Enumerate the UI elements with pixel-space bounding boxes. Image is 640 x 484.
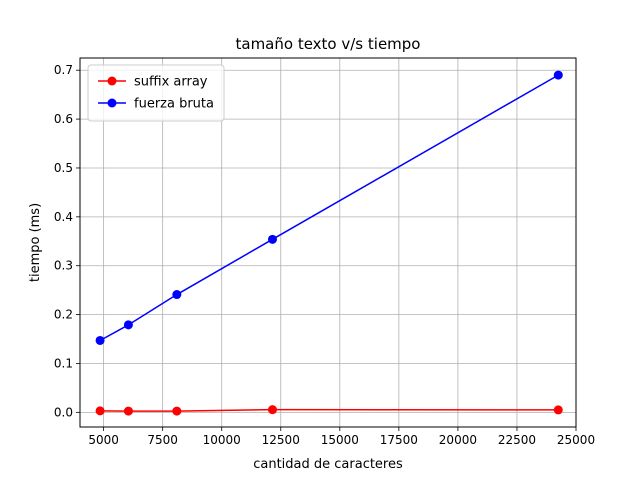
y-tick-label: 0.3 [54, 259, 73, 273]
y-tick-label: 0.1 [54, 356, 73, 370]
data-point [553, 405, 563, 415]
data-point [95, 406, 105, 416]
x-tick-label: 15000 [321, 433, 359, 447]
x-tick-label: 10000 [203, 433, 241, 447]
x-tick-label: 5000 [88, 433, 119, 447]
legend-item: fuerza bruta [98, 97, 214, 112]
legend-label: fuerza bruta [134, 97, 214, 112]
x-tick-label: 7500 [147, 433, 178, 447]
legend-item: suffix array [98, 75, 208, 90]
x-tick-label: 17500 [380, 433, 418, 447]
series-1 [95, 70, 563, 345]
y-tick-label: 0.5 [54, 161, 73, 175]
legend-marker [107, 76, 117, 86]
series-0 [95, 405, 563, 416]
data-point [553, 70, 563, 80]
x-tick-label: 22500 [498, 433, 536, 447]
x-axis-label: cantidad de caracteres [253, 457, 403, 472]
y-tick-label: 0.6 [54, 112, 73, 126]
data-point [267, 405, 277, 415]
series-group [95, 70, 563, 416]
data-point [123, 406, 133, 416]
y-axis-label: tiempo (ms) [28, 203, 43, 282]
legend-label: suffix array [134, 75, 208, 90]
data-point [95, 335, 105, 345]
y-tick-label: 0.2 [54, 308, 73, 322]
data-point [267, 234, 277, 244]
chart-title: tamaño texto v/s tiempo [236, 35, 421, 53]
y-tick-label: 0.0 [54, 405, 73, 419]
chart-legend: suffix array fuerza bruta [87, 64, 225, 122]
x-tick-label: 25000 [557, 433, 595, 447]
x-tick-label: 20000 [439, 433, 477, 447]
data-point [172, 290, 182, 300]
data-point [123, 320, 133, 330]
plot-area-frame [79, 57, 577, 428]
x-tick-label: 12500 [262, 433, 300, 447]
data-point [172, 406, 182, 416]
y-tick-label: 0.7 [54, 63, 73, 77]
legend-marker [107, 98, 117, 108]
axis-ticks: 5000 7500 10000 12500 15000 17500 20000 22500 25… [54, 63, 595, 447]
legend-box [87, 64, 225, 122]
y-tick-label: 0.4 [54, 210, 73, 224]
